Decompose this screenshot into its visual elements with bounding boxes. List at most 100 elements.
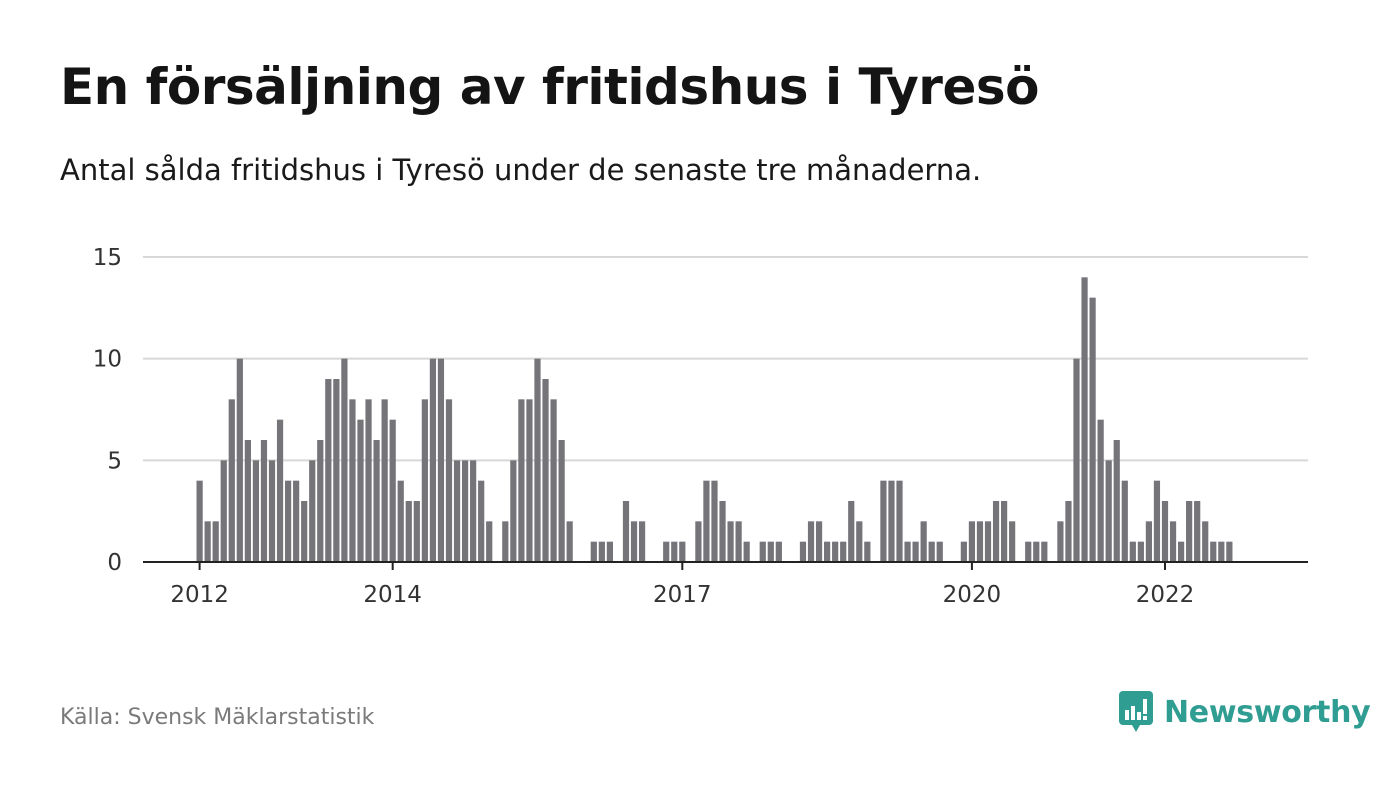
bar [1105,460,1112,562]
highlight-data-label: 1 [1246,0,1261,6]
bar [1025,541,1032,562]
brand-name: Newsworthy [1164,694,1371,730]
bar [196,480,203,562]
bar [759,541,766,562]
bar [976,521,984,562]
bar [904,541,911,562]
bar [992,501,1000,562]
bar [309,460,316,562]
bar [397,480,404,562]
x-tick-label: 2022 [1136,582,1195,608]
bar [864,541,871,562]
y-tick-label: 10 [93,347,122,373]
bar [341,358,348,562]
bar [1194,501,1201,562]
bar [888,480,895,562]
bar [228,399,235,562]
bar [896,480,903,562]
bar [212,521,219,562]
bar [727,521,734,562]
bar [598,541,605,562]
newsworthy-logo-icon [1119,691,1153,732]
source-note: Källa: Svensk Mäklarstatistik [60,705,375,730]
bar [856,521,863,562]
bar [510,460,517,562]
bar [638,521,646,562]
bar [284,480,292,562]
bar [1177,541,1185,562]
bar [413,501,420,562]
bar [1073,358,1080,562]
bar [381,399,388,562]
bar [1161,501,1169,562]
bar [550,399,557,562]
bar [920,521,927,562]
bar [703,480,710,562]
bar [1057,521,1064,562]
x-tick-label: 2012 [170,582,229,608]
bar [671,541,678,562]
bar [1153,480,1161,562]
bar [743,541,750,562]
bar [767,541,774,562]
bar [711,480,718,562]
bars [196,277,1233,562]
bar [349,399,356,562]
bar [518,399,525,562]
bar [301,501,308,562]
bar [695,521,702,562]
bar [260,440,268,562]
bar [1210,541,1217,562]
bar [365,399,372,562]
bar [679,541,686,562]
bar [478,480,485,562]
chart-title: En försäljning av fritidshus i Tyresö [60,58,1039,116]
bar [606,541,613,562]
x-tick-label: 2020 [943,582,1002,608]
bar [968,521,976,562]
bar [252,460,260,562]
bar [405,501,412,562]
bar [1097,419,1104,562]
bar [470,460,477,562]
bar [1137,541,1144,562]
bar [590,541,597,562]
bar [815,521,823,562]
y-axis-ticks: 0 5 10 15 [93,245,122,576]
bar [236,358,243,562]
bar [357,419,364,562]
bar [824,541,831,562]
brand-logo: Newsworthy [1118,690,1371,734]
bar [437,358,445,562]
bar [389,419,396,562]
bar [558,440,565,562]
bar [526,399,533,562]
bar [984,521,992,562]
bar [1001,501,1008,562]
bar [1129,541,1136,562]
bar [317,440,324,562]
bar [1089,297,1096,562]
bar [333,379,340,562]
x-tick-label: 2017 [653,582,712,608]
bar [936,541,943,562]
bar [373,440,380,562]
bar [1169,521,1177,562]
bar [486,521,493,562]
bar [848,501,855,562]
bar [293,480,300,562]
bar [799,541,807,562]
bar [542,379,549,562]
bar [276,419,284,562]
bar [244,440,251,562]
bar [840,541,847,562]
grid-lines [143,256,1308,462]
bar [928,541,935,562]
bar [1218,541,1225,562]
x-axis-ticks: 2012 2014 2017 2020 2022 [170,562,1194,608]
bar [622,501,630,562]
bar [1009,521,1016,562]
bar [268,460,276,562]
bar [1033,541,1040,562]
